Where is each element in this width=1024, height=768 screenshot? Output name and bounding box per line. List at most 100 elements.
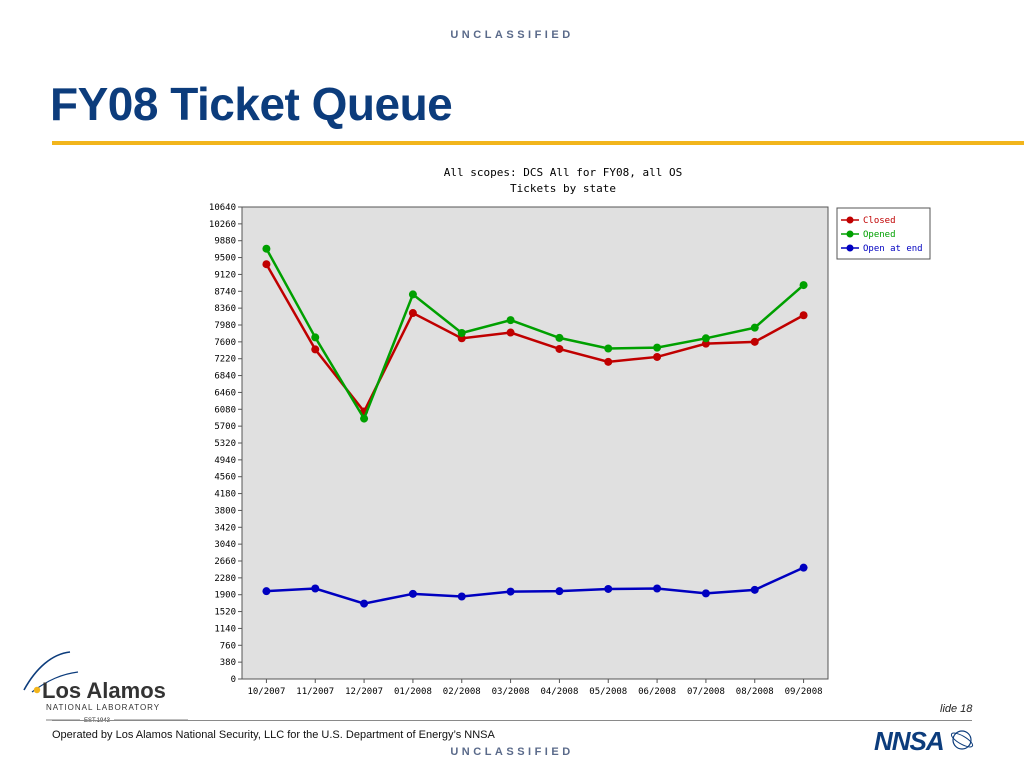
y-tick-label: 4940 [214, 456, 236, 466]
y-tick-label: 8740 [214, 287, 236, 297]
data-point [506, 316, 515, 325]
footer-text: Operated by Los Alamos National Security… [52, 729, 495, 741]
data-point [311, 345, 320, 354]
y-tick-label: 3800 [214, 506, 236, 516]
data-point [604, 584, 613, 593]
logo-est: EST.1943 [84, 718, 111, 724]
chart-title: All scopes: DCS All for FY08, all OS [444, 166, 682, 179]
legend: Closed Opened Open at end [836, 207, 931, 260]
series-line [266, 566, 805, 605]
y-axis: 0 380 760 1140 1520 1900 2280 2660 3040 3420 3800 4… [209, 203, 242, 685]
atom-icon [952, 730, 972, 750]
data-point [311, 584, 320, 593]
data-point [604, 344, 613, 353]
data-point [750, 585, 759, 594]
data-point [360, 599, 369, 608]
legend-label: Closed [863, 216, 896, 226]
series-open-at-end [262, 563, 808, 608]
data-point [360, 414, 369, 423]
slide-title: FY08 Ticket Queue [50, 78, 453, 130]
x-tick-label: 07/2008 [687, 687, 725, 697]
chart: All scopes: DCS All for FY08, all OS Tic… [209, 166, 931, 697]
y-tick-label: 4560 [214, 473, 236, 483]
chart-subtitle: Tickets by state [510, 182, 616, 195]
data-point [311, 333, 320, 342]
y-tick-label: 9500 [214, 254, 236, 264]
logo-swoosh [23, 651, 71, 691]
y-tick-label: 3420 [214, 523, 236, 533]
nnsa-logo: NNSA [874, 726, 974, 756]
y-tick-label: 5700 [214, 422, 236, 432]
x-tick-label: 10/2007 [247, 687, 285, 697]
series-closed [262, 260, 808, 416]
y-tick-label: 1900 [214, 591, 236, 601]
y-tick-label: 5320 [214, 439, 236, 449]
x-tick-label: 02/2008 [443, 687, 481, 697]
x-axis: 10/2007 11/2007 12/2007 01/2008 02/2008 03/20… [247, 679, 823, 697]
data-point [555, 344, 564, 353]
y-tick-label: 8360 [214, 304, 236, 314]
y-tick-label: 9880 [214, 237, 236, 247]
y-tick-label: 2660 [214, 557, 236, 567]
x-tick-label: 03/2008 [492, 687, 530, 697]
data-point [262, 587, 271, 596]
classification-banner-top: UNCLASSIFIED [450, 29, 574, 41]
data-point [701, 589, 710, 598]
data-point [799, 563, 808, 572]
data-point [750, 323, 759, 332]
legend-marker [846, 216, 854, 224]
y-tick-label: 4180 [214, 490, 236, 500]
series-line [265, 263, 805, 414]
x-tick-label: 01/2008 [394, 687, 432, 697]
series-line [265, 248, 805, 422]
y-tick-label: 6840 [214, 372, 236, 382]
legend-label: Opened [863, 230, 896, 240]
data-point [408, 589, 417, 598]
y-tick-label: 7220 [214, 355, 236, 365]
data-point [408, 309, 417, 318]
y-tick-label: 1140 [214, 624, 236, 634]
y-tick-label: 2280 [214, 574, 236, 584]
data-point [799, 311, 808, 320]
y-tick-label: 760 [220, 641, 236, 651]
footer-line [52, 720, 972, 721]
data-point [457, 328, 466, 337]
legend-marker [846, 244, 854, 252]
x-tick-label: 09/2008 [785, 687, 823, 697]
x-tick-label: 04/2008 [540, 687, 578, 697]
data-point [555, 587, 564, 596]
title-rule [52, 141, 1024, 145]
x-tick-label: 08/2008 [736, 687, 774, 697]
data-point [262, 244, 271, 253]
classification-banner-bottom: UNCLASSIFIED [450, 746, 574, 758]
y-tick-label: 10640 [209, 203, 236, 213]
y-tick-label: 0 [231, 675, 236, 685]
x-tick-label: 06/2008 [638, 687, 676, 697]
series-layer [262, 244, 808, 608]
slide-number: lide 18 [940, 703, 973, 715]
y-tick-label: 6460 [214, 388, 236, 398]
legend-label: Open at end [863, 244, 923, 254]
x-tick-label: 12/2007 [345, 687, 383, 697]
y-tick-label: 3040 [214, 540, 236, 550]
logo-dot [33, 686, 41, 694]
legend-marker [846, 230, 854, 238]
x-tick-label: 05/2008 [589, 687, 627, 697]
data-point [506, 328, 515, 337]
data-point [653, 343, 662, 352]
data-point [799, 281, 808, 290]
plot-area [241, 206, 829, 680]
data-point [750, 337, 759, 346]
logo-sub: NATIONAL LABORATORY [46, 703, 160, 712]
data-point [262, 260, 271, 269]
data-point [604, 357, 613, 366]
data-point [506, 587, 515, 596]
data-point [701, 334, 710, 343]
logo-name: Los Alamos [42, 678, 166, 703]
data-point [408, 290, 417, 299]
data-point [653, 584, 662, 593]
series-opened [262, 244, 808, 423]
y-tick-label: 9120 [214, 270, 236, 280]
y-tick-label: 7980 [214, 321, 236, 331]
los-alamos-logo: Los Alamos NATIONAL LABORATORY EST.1943 [23, 651, 188, 724]
